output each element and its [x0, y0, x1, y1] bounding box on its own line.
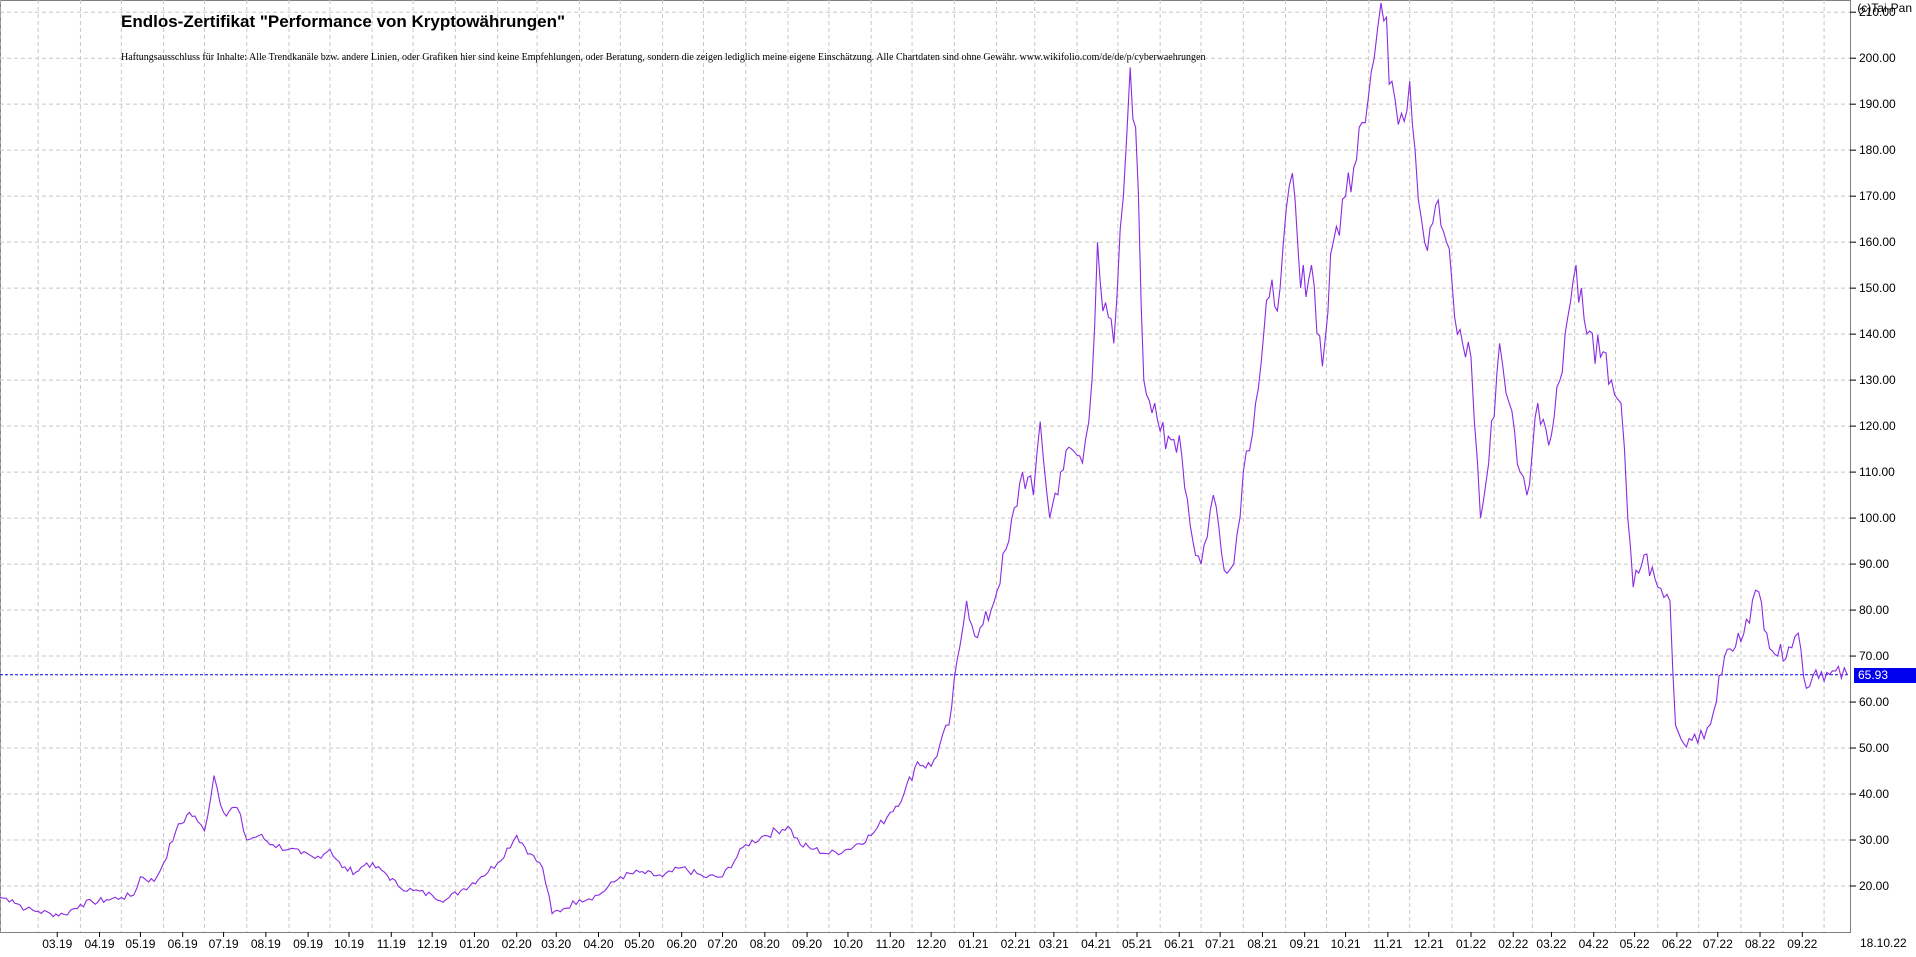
x-tick-label: 12.20: [916, 937, 946, 951]
y-tick-label: 170.00: [1859, 189, 1896, 203]
x-tick-label: 04.21: [1081, 937, 1111, 951]
x-tick-label: 02.21: [1001, 937, 1031, 951]
x-tick-label: 07.19: [209, 937, 239, 951]
x-tick-label: 05.21: [1122, 937, 1152, 951]
x-tick-label: 07.21: [1205, 937, 1235, 951]
x-tick-label: 08.22: [1745, 937, 1775, 951]
x-tick-label: 12.19: [417, 937, 447, 951]
x-tick-label: 05.19: [125, 937, 155, 951]
chart-title: Endlos-Zertifikat "Performance von Krypt…: [121, 12, 566, 31]
x-tick-label: 01.21: [958, 937, 988, 951]
y-tick-label: 140.00: [1859, 327, 1896, 341]
plot-frame: [0, 0, 1851, 933]
x-tick-label: 02.22: [1498, 937, 1528, 951]
x-tick-label: 09.19: [293, 937, 323, 951]
y-tick-label: 20.00: [1859, 879, 1889, 893]
x-tick-label: 11.20: [876, 937, 905, 951]
y-tick-label: 190.00: [1859, 97, 1896, 111]
x-tick-label: 03.20: [541, 937, 571, 951]
x-tick-label: 06.21: [1164, 937, 1194, 951]
x-tick-label: 10.20: [833, 937, 863, 951]
x-tick-label: 08.21: [1247, 937, 1277, 951]
y-tick-label: 60.00: [1859, 695, 1889, 709]
x-tick-label: 09.20: [792, 937, 822, 951]
x-tick-label: 06.22: [1662, 937, 1692, 951]
x-tick-label: 06.19: [168, 937, 198, 951]
disclaimer-text: Haftungsausschluss für Inhalte: Alle Tre…: [121, 52, 1206, 63]
y-tick-label: 50.00: [1859, 741, 1889, 755]
y-tick-label: 180.00: [1859, 143, 1896, 157]
x-tick-label: 01.22: [1456, 937, 1486, 951]
y-tick-label: 200.00: [1859, 51, 1896, 65]
x-tick-label: 07.20: [708, 937, 738, 951]
y-tick-label: 130.00: [1859, 373, 1896, 387]
x-tick-label: 08.19: [251, 937, 281, 951]
x-tick-label: 09.21: [1290, 937, 1320, 951]
y-tick-label: 90.00: [1859, 557, 1889, 571]
y-tick-label: 30.00: [1859, 833, 1889, 847]
x-tick-label: 10.21: [1331, 937, 1361, 951]
y-tick-label: 70.00: [1859, 649, 1889, 663]
x-tick-label: 11.19: [377, 937, 406, 951]
x-tick-label: 10.19: [334, 937, 364, 951]
y-tick-label: 80.00: [1859, 603, 1889, 617]
y-tick-label: 110.00: [1859, 465, 1895, 479]
x-tick-label: 03.22: [1536, 937, 1566, 951]
x-tick-label: 12.21: [1414, 937, 1444, 951]
last-date-label: 18.10.22: [1860, 936, 1907, 950]
x-tick-label: 09.22: [1787, 937, 1817, 951]
y-tick-label: 150.00: [1859, 281, 1896, 295]
x-tick-label: 02.20: [502, 937, 532, 951]
x-tick-label: 04.19: [85, 937, 115, 951]
x-tick-label: 03.21: [1039, 937, 1069, 951]
x-tick-label: 03.19: [42, 937, 72, 951]
y-tick-label: 210.00: [1859, 5, 1896, 19]
price-series-line: [0, 2, 1848, 918]
y-tick-label: 40.00: [1859, 787, 1889, 801]
current-value-badge: 65.93: [1854, 667, 1916, 683]
y-tick-label: 100.00: [1859, 511, 1896, 525]
x-tick-label: 01.20: [459, 937, 489, 951]
x-tick-label: 05.20: [624, 937, 654, 951]
x-tick-label: 05.22: [1620, 937, 1650, 951]
copyright-label: (c)Tai-Pan: [1857, 1, 1912, 15]
y-tick-label: 160.00: [1859, 235, 1896, 249]
x-tick-label: 07.22: [1703, 937, 1733, 951]
y-tick-label: 120.00: [1859, 419, 1896, 433]
x-tick-label: 11.21: [1373, 937, 1402, 951]
x-tick-label: 08.20: [750, 937, 780, 951]
x-tick-label: 06.20: [667, 937, 697, 951]
x-tick-label: 04.20: [583, 937, 613, 951]
x-tick-label: 04.22: [1579, 937, 1609, 951]
